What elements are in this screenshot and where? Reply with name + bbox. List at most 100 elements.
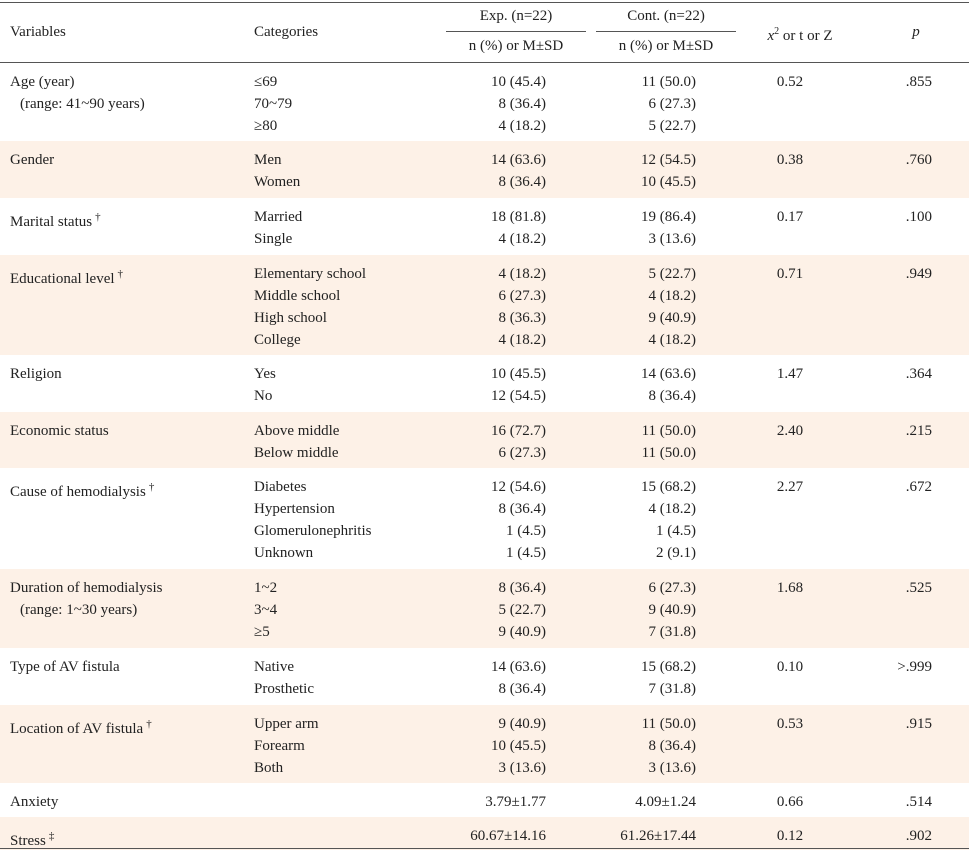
exp-cell-line: 4 (18.2): [498, 332, 547, 348]
table-body: Age (year) (range: 41~90 years) ≤69 70~79 ≥8…: [0, 63, 969, 850]
stat-cell: 2.27: [776, 479, 804, 495]
exp-cell-line: 9 (40.9): [498, 716, 547, 732]
variable-text: Location of AV fistula: [10, 721, 144, 737]
footnote-mark: ‡: [48, 830, 55, 842]
cont-cell: 6 (27.3) 9 (40.9) 7 (31.8): [596, 577, 697, 643]
stat-cell: 1.68: [776, 580, 804, 596]
cont-cell: 11 (50.0) 6 (27.3) 5 (22.7): [596, 71, 696, 137]
stat-cell: 0.53: [776, 716, 804, 732]
table-row: Economic status Above middle Below middle 1…: [0, 412, 969, 468]
variable-label: Stress ‡: [10, 825, 245, 852]
category-cell-line: Both: [254, 760, 284, 776]
variable-cell: Religion: [10, 363, 245, 385]
exp-cell: 14 (63.6) 8 (36.4): [446, 656, 546, 700]
exp-cell-line: 8 (36.3): [498, 310, 547, 326]
exp-cell: 12 (54.6) 8 (36.4) 1 (4.5) 1 (4.5): [446, 476, 546, 564]
exp-cell: 8 (36.4) 5 (22.7) 9 (40.9): [446, 577, 547, 643]
cont-cell: 5 (22.7) 4 (18.2) 9 (40.9) 4 (18.2): [596, 263, 697, 351]
cont-cell-line: 8 (36.4): [648, 738, 697, 754]
category-cell-line: Men: [254, 152, 282, 168]
variable-cell: Educational level †: [10, 263, 245, 290]
variable-label: Anxiety: [10, 791, 245, 813]
variable-cell: Economic status: [10, 420, 245, 442]
variable-text: Cause of hemodialysis: [10, 484, 146, 500]
exp-cell-line: 10 (45.4): [491, 74, 546, 90]
category-cell: Diabetes Hypertension Glomerulonephritis Un…: [254, 476, 444, 564]
p-cell: .514: [905, 794, 932, 810]
cont-cell-line: 3 (13.6): [648, 231, 697, 247]
cont-cell-line: 5 (22.7): [648, 266, 697, 282]
header-categories: Categories: [254, 24, 319, 40]
cont-cell-line: 12 (54.5): [641, 152, 696, 168]
cont-subrule: [596, 31, 736, 32]
header-exp-group: Exp. (n=22): [479, 8, 553, 24]
cont-cell-line: 11 (50.0): [641, 74, 696, 90]
cont-cell: 61.26±17.44: [596, 825, 696, 847]
variable-text: Educational level: [10, 271, 115, 287]
exp-cell-line: 8 (36.4): [498, 580, 547, 596]
exp-cell-line: 4 (18.2): [498, 231, 547, 247]
cont-cell: 15 (68.2) 4 (18.2) 1 (4.5) 2 (9.1): [596, 476, 696, 564]
exp-cell: 14 (63.6) 8 (36.4): [446, 149, 546, 193]
p-cell: >.999: [897, 659, 932, 675]
cont-cell-line: 14 (63.6): [641, 366, 696, 382]
exp-cell-line: 1 (4.5): [506, 545, 546, 561]
variable-text: Anxiety: [10, 794, 59, 810]
exp-cell-line: 6 (27.3): [498, 445, 547, 461]
table-row: Stress ‡ 60.67±14.16 61.26±17.44 0.12 .902: [0, 817, 969, 850]
category-cell-line: No: [254, 388, 273, 404]
category-cell: Native Prosthetic: [254, 656, 444, 700]
exp-cell: 4 (18.2) 6 (27.3) 8 (36.3) 4 (18.2): [446, 263, 547, 351]
exp-cell: 3.79±1.77: [446, 791, 546, 813]
table-row: Location of AV fistula † Upper arm Forearm B…: [0, 705, 969, 783]
variable-text: Economic status: [10, 423, 109, 439]
variable-cell: Anxiety: [10, 791, 245, 813]
variable-text: Duration of hemodialysis: [10, 580, 163, 596]
category-cell: Men Women: [254, 149, 444, 193]
exp-cell-line: 8 (36.4): [498, 501, 547, 517]
category-cell-line: Yes: [254, 366, 276, 382]
variable-label: (range: 41~90 years): [10, 93, 245, 115]
cont-cell-line: 19 (86.4): [641, 209, 696, 225]
category-cell-line: Prosthetic: [254, 681, 314, 697]
stat-cell: 0.17: [776, 209, 804, 225]
cont-cell-line: 2 (9.1): [656, 545, 696, 561]
cont-cell-line: 4.09±1.24: [635, 794, 696, 810]
stat-cell: 0.52: [776, 74, 804, 90]
cont-cell: 12 (54.5) 10 (45.5): [596, 149, 696, 193]
variable-label: Location of AV fistula †: [10, 713, 245, 740]
table-row: Educational level † Elementary school Middl…: [0, 255, 969, 355]
category-cell-line: ≤69: [254, 74, 278, 90]
category-cell: Elementary school Middle school High schoo…: [254, 263, 444, 351]
stat-cell: 0.12: [776, 828, 804, 844]
category-cell-line: High school: [254, 310, 327, 326]
variable-cell: Stress ‡: [10, 825, 245, 852]
footnote-mark: †: [95, 211, 101, 223]
exp-cell-line: 3 (13.6): [498, 760, 547, 776]
variable-cell: Location of AV fistula †: [10, 713, 245, 740]
category-cell-line: Unknown: [254, 545, 314, 561]
variable-text: Age (year): [10, 74, 75, 90]
cont-cell-line: 7 (31.8): [648, 624, 697, 640]
exp-cell-line: 14 (63.6): [491, 659, 546, 675]
p-cell: .949: [905, 266, 932, 282]
variable-cell: Marital status †: [10, 206, 245, 233]
p-cell: .364: [905, 366, 932, 382]
category-cell-line: Below middle: [254, 445, 339, 461]
p-cell: .215: [905, 423, 932, 439]
p-cell: .100: [905, 209, 932, 225]
cont-cell-line: 61.26±17.44: [620, 828, 696, 844]
exp-cell-line: 18 (81.8): [491, 209, 546, 225]
category-cell-line: Middle school: [254, 288, 341, 304]
category-cell-line: 1~2: [254, 580, 278, 596]
category-cell-line: Single: [254, 231, 293, 247]
table-row: Type of AV fistula Native Prosthetic 14 (63…: [0, 648, 969, 705]
cont-cell-line: 8 (36.4): [648, 388, 697, 404]
exp-cell-line: 4 (18.2): [498, 266, 547, 282]
header-stat-rest: or t or Z: [779, 28, 833, 44]
exp-cell: 9 (40.9) 10 (45.5) 3 (13.6): [446, 713, 546, 779]
cont-cell-line: 7 (31.8): [648, 681, 697, 697]
category-cell: ≤69 70~79 ≥80: [254, 71, 444, 137]
variable-text: Stress: [10, 833, 46, 849]
